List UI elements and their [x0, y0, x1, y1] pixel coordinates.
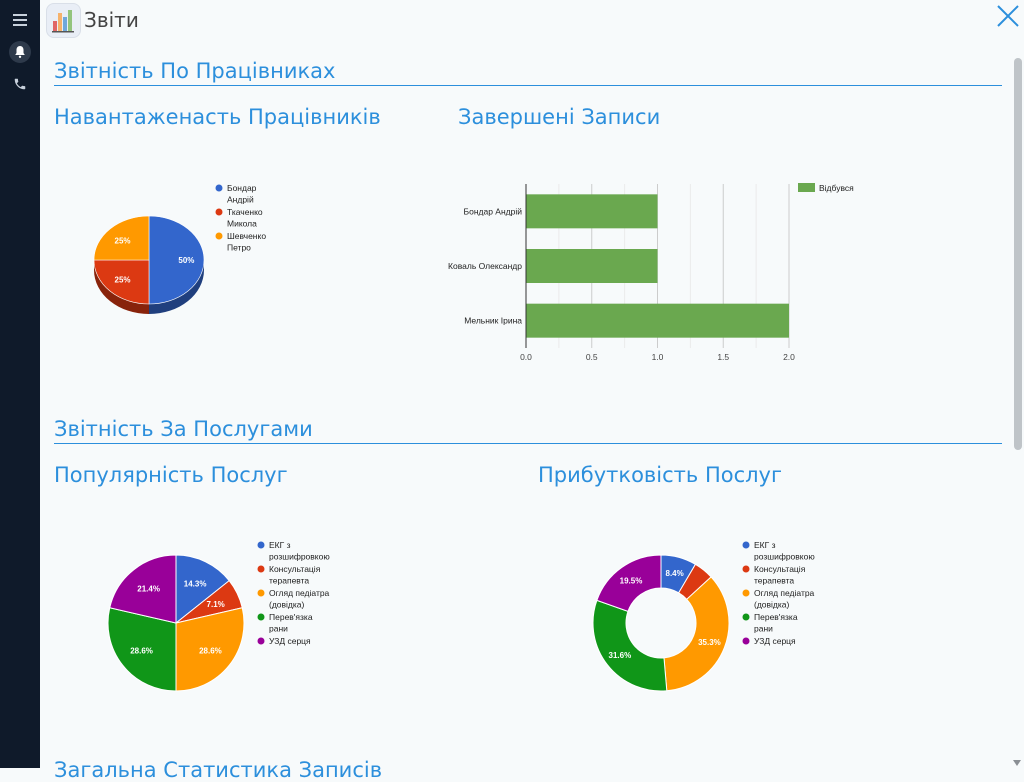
pie-side — [94, 260, 149, 314]
legend-label: Консультація — [754, 564, 806, 574]
pie-value-label: 19.5% — [620, 577, 643, 586]
legend-label: Огляд педіатра — [269, 588, 330, 598]
pie-value-label: 50% — [178, 256, 194, 265]
section-divider — [54, 443, 1002, 444]
legend-marker — [257, 589, 265, 597]
workload-pie-chart: 50% 25% 25% Бондар Андрій Ткаченко Микола Шевче… — [93, 183, 266, 314]
legend-marker — [257, 613, 265, 621]
menu-icon[interactable] — [8, 8, 32, 32]
legend-label: Відбувся — [819, 183, 854, 193]
pie-value-label: 31.6% — [609, 651, 632, 660]
reports-logo-icon — [46, 3, 81, 38]
pie-slice — [663, 576, 730, 692]
pie-slice — [592, 599, 668, 692]
scrollbar-thumb[interactable] — [1014, 58, 1022, 450]
y-tick-label: Мельник Ірина — [464, 316, 522, 326]
legend-marker — [215, 208, 223, 216]
legend-marker — [742, 613, 750, 621]
pie-value-label: 25% — [115, 275, 131, 284]
legend-label: Микола — [227, 219, 257, 229]
legend-label: Огляд педіатра — [754, 588, 815, 598]
popularity-pie-chart: 14.3% 7.1% 28.6% 28.6% 21.4% ЕКГ з розшифровко… — [107, 540, 330, 692]
pie-slice — [93, 259, 150, 305]
bar — [526, 194, 658, 229]
section-title-employees: Звітність По Працівниках — [54, 59, 336, 83]
legend-marker — [742, 541, 750, 549]
pie-slice — [148, 215, 205, 305]
pie-value-label: 28.6% — [130, 646, 153, 655]
scroll-down-icon[interactable] — [1013, 760, 1021, 766]
legend-label: терапевта — [269, 576, 309, 586]
pie-slice — [93, 215, 150, 261]
title-bar: Звіти — [40, 0, 1024, 40]
legend-label: УЗД серця — [269, 636, 311, 646]
pie-value-label: 14.3% — [184, 579, 207, 588]
legend-label: Консультація — [269, 564, 321, 574]
pie-value-label: 7.1% — [207, 600, 225, 609]
chart-title-popularity: Популярність Послуг — [54, 463, 288, 487]
bell-icon — [9, 41, 31, 63]
legend-marker — [257, 565, 265, 573]
pie-value-label: 8.4% — [666, 569, 684, 578]
profitability-donut-chart: 8.4% 35.3% 31.6% 19.5% ЕКГ з розшифровкою Конс… — [592, 540, 815, 692]
x-tick-label: 1.5 — [717, 352, 729, 362]
legend-label: Перев'язка — [754, 612, 798, 622]
legend-label: Перев'язка — [269, 612, 313, 622]
legend-label: УЗД серця — [754, 636, 796, 646]
y-tick-label: Коваль Олександр — [448, 261, 522, 271]
phone-button[interactable] — [8, 72, 32, 96]
section-title-services: Звітність За Послугами — [54, 417, 313, 441]
legend-marker — [257, 541, 265, 549]
legend-label: Петро — [227, 243, 251, 253]
legend-label: Ткаченко — [227, 207, 263, 217]
app-title: Звіти — [84, 8, 139, 32]
chart-title-profitability: Прибутковість Послуг — [538, 463, 783, 487]
chart-title-workload: Навантаженасть Працівників — [54, 105, 381, 129]
legend-marker — [742, 589, 750, 597]
close-icon[interactable] — [994, 2, 1022, 30]
pie-slice — [175, 554, 230, 625]
legend-label: (довідка) — [754, 600, 790, 610]
legend-marker — [742, 637, 750, 645]
legend-label: ЕКГ з — [754, 540, 776, 550]
legend-label: Бондар — [227, 183, 257, 193]
pie-value-label: 25% — [115, 237, 131, 246]
legend-label: розшифровкою — [754, 552, 815, 562]
pie-slice — [107, 607, 177, 692]
notifications-button[interactable] — [8, 40, 32, 64]
section-title-general: Загальна Статистика Записів — [54, 758, 383, 782]
legend-label: ЕКГ з — [269, 540, 291, 550]
pie-slice — [109, 554, 177, 624]
legend-label: рани — [754, 624, 773, 634]
x-tick-label: 1.0 — [652, 352, 664, 362]
legend-label: Андрій — [227, 195, 254, 205]
pie-slice — [596, 554, 662, 612]
bar — [526, 249, 658, 283]
x-tick-label: 2.0 — [783, 352, 795, 362]
chart-title-completed: Завершені Записи — [458, 105, 661, 129]
legend-label: терапевта — [754, 576, 794, 586]
pie-side — [149, 260, 204, 314]
legend-label: (довідка) — [269, 600, 305, 610]
legend-marker — [798, 183, 815, 192]
legend-label: розшифровкою — [269, 552, 330, 562]
pie-slice — [175, 607, 245, 692]
pie-value-label: 28.6% — [199, 646, 222, 655]
legend-marker — [742, 565, 750, 573]
section-divider — [54, 85, 1002, 86]
legend-marker — [215, 232, 223, 240]
pie-value-label: 21.4% — [137, 585, 160, 594]
x-tick-label: 0.0 — [520, 352, 532, 362]
bar — [526, 303, 789, 338]
sidebar — [0, 0, 40, 768]
legend-label: рани — [269, 624, 288, 634]
phone-icon — [14, 78, 26, 90]
x-tick-label: 0.5 — [586, 352, 598, 362]
completed-bar-chart: 0.0 0.5 1.0 1.5 2.0 Бондар Андрій Коваль Олекс… — [448, 183, 854, 362]
legend-marker — [257, 637, 265, 645]
y-tick-label: Бондар Андрій — [464, 206, 523, 216]
pie-value-label: 35.3% — [698, 638, 721, 647]
legend-marker — [215, 184, 223, 192]
legend-label: Шевченко — [227, 231, 266, 241]
